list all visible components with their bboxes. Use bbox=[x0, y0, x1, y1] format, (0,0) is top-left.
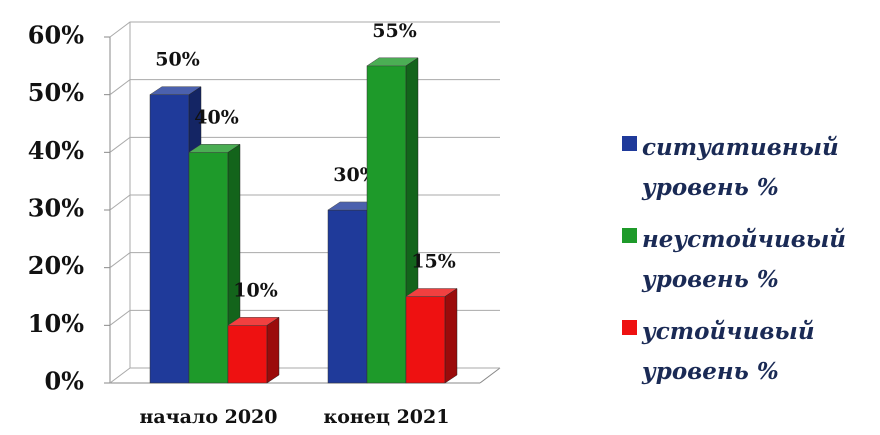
y-tick-label: 10% bbox=[28, 309, 84, 338]
legend-swatch bbox=[622, 320, 637, 335]
value-label: 55% bbox=[372, 20, 417, 42]
value-label: 10% bbox=[233, 279, 278, 301]
bar-top-shade bbox=[367, 57, 418, 66]
bar-top-shade bbox=[406, 288, 457, 297]
bar-side-shade bbox=[267, 317, 279, 383]
y-tick-label: 40% bbox=[28, 136, 84, 165]
bar-front bbox=[366, 65, 407, 384]
legend-item: ситуативный уровень % bbox=[622, 128, 872, 208]
bar-front bbox=[227, 325, 268, 384]
value-label: 30% bbox=[333, 164, 378, 186]
bar-top-shade bbox=[150, 86, 201, 95]
bar-top-shade bbox=[228, 317, 279, 326]
y-tick-label: 50% bbox=[28, 78, 84, 107]
y-tick-label: 30% bbox=[28, 194, 84, 223]
bar-side bbox=[266, 316, 280, 384]
bar-front bbox=[149, 94, 190, 384]
bar-front bbox=[405, 296, 446, 384]
value-label: 50% bbox=[155, 49, 200, 71]
bar-front bbox=[327, 209, 368, 384]
x-tick-label: конец 2021 bbox=[324, 406, 450, 428]
value-label: 40% bbox=[194, 106, 239, 128]
bar-front bbox=[188, 152, 229, 384]
legend-swatch bbox=[622, 136, 637, 151]
legend-item: устойчивый уровень % bbox=[622, 312, 872, 392]
bar-side bbox=[444, 288, 458, 384]
bar-top-shade bbox=[189, 144, 240, 153]
y-tick-label: 0% bbox=[44, 367, 84, 396]
bar-side-shade bbox=[445, 288, 457, 383]
y-tick-label: 20% bbox=[28, 251, 84, 280]
legend: ситуативный уровень % неустойчивый уровен… bbox=[622, 128, 872, 404]
legend-item: неустойчивый уровень % bbox=[622, 220, 872, 300]
y-tick-label: 60% bbox=[28, 21, 84, 50]
value-label: 15% bbox=[411, 251, 456, 273]
legend-swatch bbox=[622, 228, 637, 243]
bar bbox=[405, 288, 458, 384]
bar-top-shade bbox=[328, 202, 379, 210]
floor-edge bbox=[479, 367, 501, 384]
legend-label: ситуативный уровень % bbox=[642, 134, 839, 201]
x-tick-label: начало 2020 bbox=[139, 406, 277, 428]
bar bbox=[227, 316, 280, 384]
legend-label: устойчивый уровень % bbox=[642, 318, 815, 385]
legend-label: неустойчивый уровень % bbox=[642, 226, 846, 293]
grid-line bbox=[109, 21, 500, 38]
